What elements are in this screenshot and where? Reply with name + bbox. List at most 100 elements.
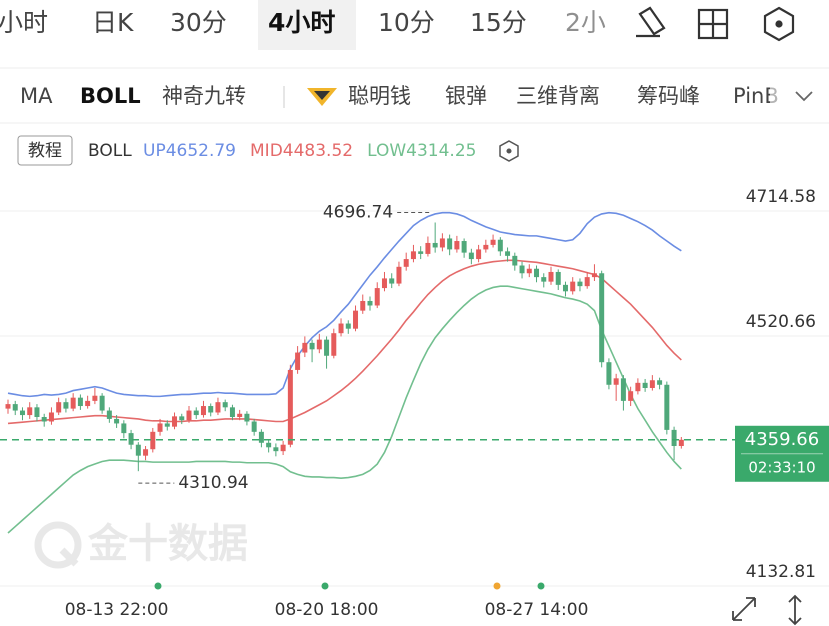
active-tab-bg <box>258 0 356 50</box>
candle-body <box>208 406 214 413</box>
candle-body <box>389 278 395 284</box>
candle-body <box>266 442 272 448</box>
scale-icon[interactable] <box>788 594 802 626</box>
candle-body <box>157 423 163 432</box>
legend-value: 4652.79 <box>166 141 236 161</box>
tab[interactable]: 10分 <box>378 8 435 37</box>
event-dot[interactable] <box>321 582 329 590</box>
y-tick-label: 4714.58 <box>746 187 816 207</box>
candle-body <box>613 378 619 385</box>
settings-icon[interactable] <box>763 6 795 42</box>
watermark: 金十数据 <box>87 521 248 567</box>
candle-body <box>360 300 366 311</box>
candle-body <box>584 277 590 287</box>
current-price-label: 4359.66 <box>745 429 819 450</box>
candle-body <box>599 273 605 363</box>
indicator[interactable]: BOLL <box>80 84 141 108</box>
indicator[interactable]: MA <box>20 84 53 108</box>
candle-body <box>56 402 62 413</box>
legend-name: UP <box>143 141 166 161</box>
band-line <box>7 211 682 398</box>
high-label: 4696.74 <box>323 203 393 223</box>
candle-body <box>85 400 91 407</box>
candle-body <box>512 255 518 266</box>
draw-icon[interactable] <box>636 6 666 38</box>
candle-body <box>649 380 655 388</box>
candle-body <box>287 369 293 445</box>
fade <box>605 0 635 50</box>
candle-body <box>483 244 489 250</box>
candle-body <box>258 431 264 443</box>
candle-body <box>92 395 98 401</box>
indicator[interactable]: 神奇九转 <box>162 84 246 108</box>
event-dot[interactable] <box>537 582 545 590</box>
tab[interactable]: 4小时 <box>268 8 335 37</box>
candle-body <box>374 288 380 306</box>
candle-body <box>106 410 112 419</box>
indicator[interactable]: 三维背离 <box>516 84 600 108</box>
candle-body <box>367 300 373 306</box>
tab[interactable]: 小时 <box>0 8 48 37</box>
candle-body <box>526 268 532 274</box>
candle-body <box>186 410 192 421</box>
tab[interactable]: 2小 <box>565 8 606 37</box>
tutorial-button[interactable]: 教程 <box>28 141 62 161</box>
candle-body <box>657 380 663 385</box>
candle-body <box>309 342 315 350</box>
candle-body <box>671 429 677 447</box>
candle-body <box>12 404 18 411</box>
indicator[interactable]: 聪明钱 <box>348 84 411 108</box>
x-tick-label: 08-20 18:00 <box>275 600 379 620</box>
candle-body <box>591 273 597 278</box>
candle-body <box>237 413 243 417</box>
candle-body <box>150 431 156 450</box>
indicator-label: BOLL <box>88 141 132 161</box>
candle-body <box>5 404 11 409</box>
candle-body <box>128 433 134 445</box>
candle-body <box>193 410 199 416</box>
candle-body <box>425 242 431 254</box>
candle-body <box>577 281 583 287</box>
event-dot[interactable] <box>493 582 501 590</box>
grid-icon[interactable] <box>697 8 729 40</box>
candle-body <box>678 439 684 447</box>
candle-body <box>143 449 149 456</box>
candle-body <box>548 271 554 282</box>
candle-body <box>324 339 330 356</box>
legend-name: LOW <box>367 141 406 161</box>
legend-name: MID <box>250 141 283 161</box>
candle-body <box>642 382 648 388</box>
candle-body <box>172 416 178 427</box>
candle-body <box>77 397 83 407</box>
y-tick-label: 4520.66 <box>746 312 816 332</box>
expand-icon[interactable] <box>795 91 813 102</box>
fullscreen-icon[interactable] <box>732 597 756 621</box>
indicator[interactable]: 筹码峰 <box>637 84 700 108</box>
candle-body <box>664 384 670 430</box>
tab[interactable]: 30分 <box>170 8 227 37</box>
indicator[interactable]: 银弹 <box>445 84 487 108</box>
vip-icon <box>307 88 337 106</box>
tutorial-button-box[interactable] <box>17 135 73 166</box>
event-dot[interactable] <box>154 582 162 590</box>
candle-body <box>519 265 525 274</box>
candle-body <box>200 406 206 416</box>
legend-settings-icon[interactable] <box>499 140 519 162</box>
candle-body <box>410 251 416 260</box>
candle-body <box>490 239 496 245</box>
candle-body <box>403 259 409 267</box>
candle-body <box>99 395 105 411</box>
candle-body <box>381 278 387 289</box>
candle-body <box>570 281 576 292</box>
candle-body <box>41 416 47 422</box>
low-label: 4310.94 <box>178 473 248 493</box>
legend-value: 4314.25 <box>406 141 476 161</box>
candle-body <box>353 310 359 329</box>
candle-body <box>244 413 250 422</box>
x-tick-label: 08-13 22:00 <box>65 600 169 620</box>
tab[interactable]: 日K <box>92 8 134 37</box>
x-tick-label: 08-27 14:00 <box>485 600 589 620</box>
tab[interactable]: 15分 <box>470 8 527 37</box>
